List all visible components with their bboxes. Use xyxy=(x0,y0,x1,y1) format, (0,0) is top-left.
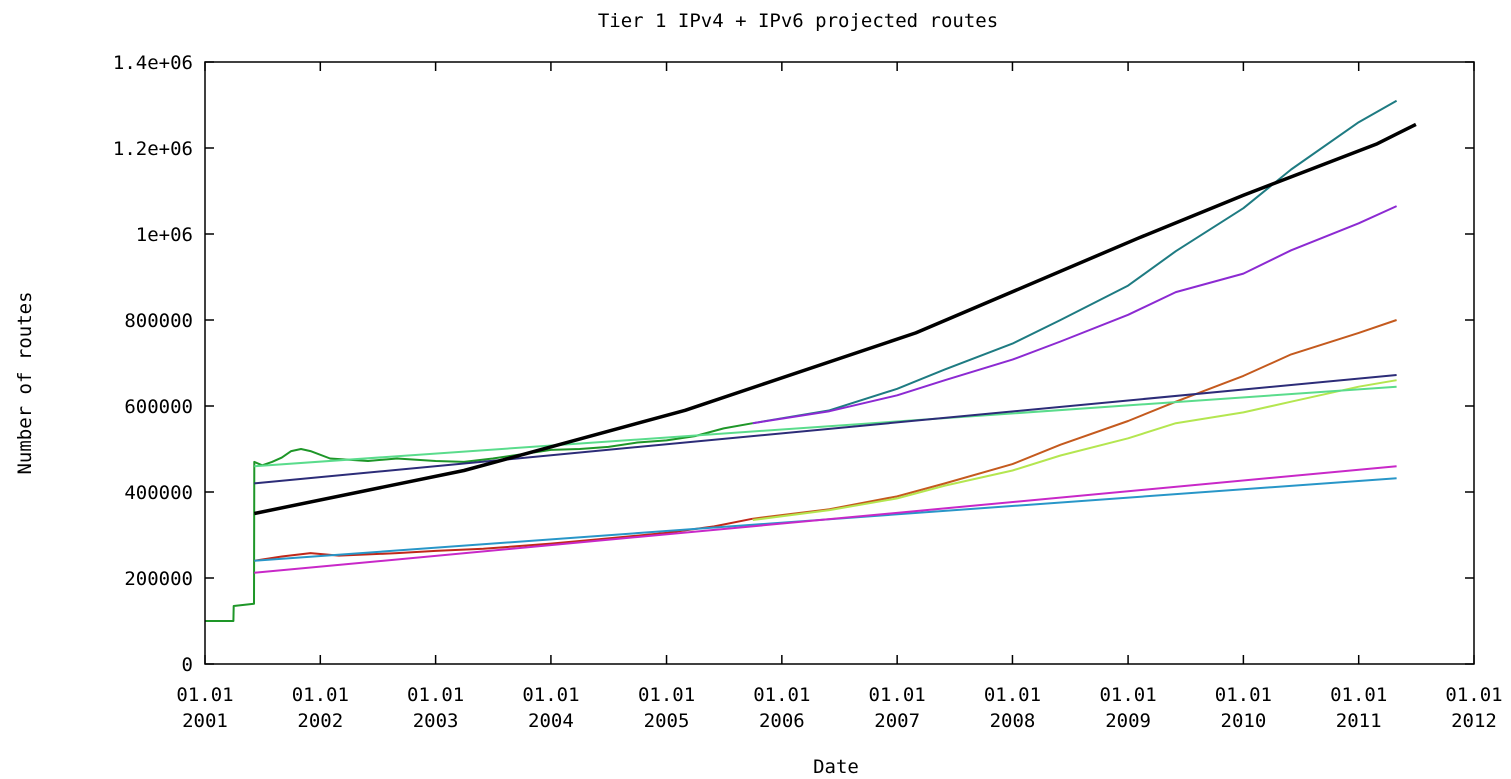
y-axis-label: Number of routes xyxy=(14,291,36,474)
y-tick-label: 1.4e+06 xyxy=(113,52,193,74)
series-line-5 xyxy=(752,319,1397,520)
series-line-10 xyxy=(254,465,1397,574)
y-tick-label: 200000 xyxy=(124,568,193,590)
x-tick-label-year: 2012 xyxy=(1451,710,1497,732)
x-tick-label: 01.01 xyxy=(407,684,464,706)
x-tick-label-year: 2011 xyxy=(1336,710,1382,732)
x-tick-label-year: 2010 xyxy=(1221,710,1267,732)
x-tick-label-year: 2002 xyxy=(297,710,343,732)
x-tick-label: 01.01 xyxy=(522,684,579,706)
x-tick-label: 01.01 xyxy=(638,684,695,706)
x-tick-label: 01.01 xyxy=(869,684,926,706)
series-line-2 xyxy=(254,517,753,562)
x-tick-label: 01.01 xyxy=(292,684,349,706)
series-line-7 xyxy=(254,385,1397,468)
x-tick-label-year: 2009 xyxy=(1105,710,1151,732)
chart-title: Tier 1 IPv4 + IPv6 projected routes xyxy=(598,10,998,32)
series-group xyxy=(205,99,1417,622)
y-tick-label: 0 xyxy=(182,654,193,676)
y-tick-label: 1e+06 xyxy=(136,224,193,246)
x-tick-label-year: 2007 xyxy=(874,710,920,732)
x-tick-label-year: 2005 xyxy=(644,710,690,732)
series-line-4 xyxy=(752,205,1398,425)
series-line-6 xyxy=(752,379,1397,521)
series-line-11 xyxy=(253,122,1417,516)
y-tick-label: 1.2e+06 xyxy=(113,138,193,160)
x-tick-label: 01.01 xyxy=(1099,684,1156,706)
x-tick-label: 01.01 xyxy=(984,684,1041,706)
tick-labels: 0 200000 400000 600000 800000 1e+06 1.2e+06 1.4… xyxy=(113,52,1503,732)
plot-frame xyxy=(204,61,1475,665)
y-tick-label: 600000 xyxy=(124,396,193,418)
x-tick-label: 01.01 xyxy=(1445,684,1502,706)
y-tick-label: 400000 xyxy=(124,482,193,504)
series-line-8 xyxy=(254,374,1397,485)
y-tick-label: 800000 xyxy=(124,310,193,332)
x-tick-label: 01.01 xyxy=(1215,684,1272,706)
x-tick-label-year: 2001 xyxy=(182,710,228,732)
x-tick-label: 01.01 xyxy=(176,684,233,706)
x-tick-label-year: 2008 xyxy=(990,710,1036,732)
series-line-3 xyxy=(752,99,1398,425)
x-tick-label-year: 2006 xyxy=(759,710,805,732)
x-tick-label: 01.01 xyxy=(1330,684,1387,706)
x-tick-label-year: 2003 xyxy=(413,710,459,732)
x-tick-label-year: 2004 xyxy=(528,710,574,732)
x-tick-label: 01.01 xyxy=(753,684,810,706)
x-axis-label: Date xyxy=(813,756,859,778)
